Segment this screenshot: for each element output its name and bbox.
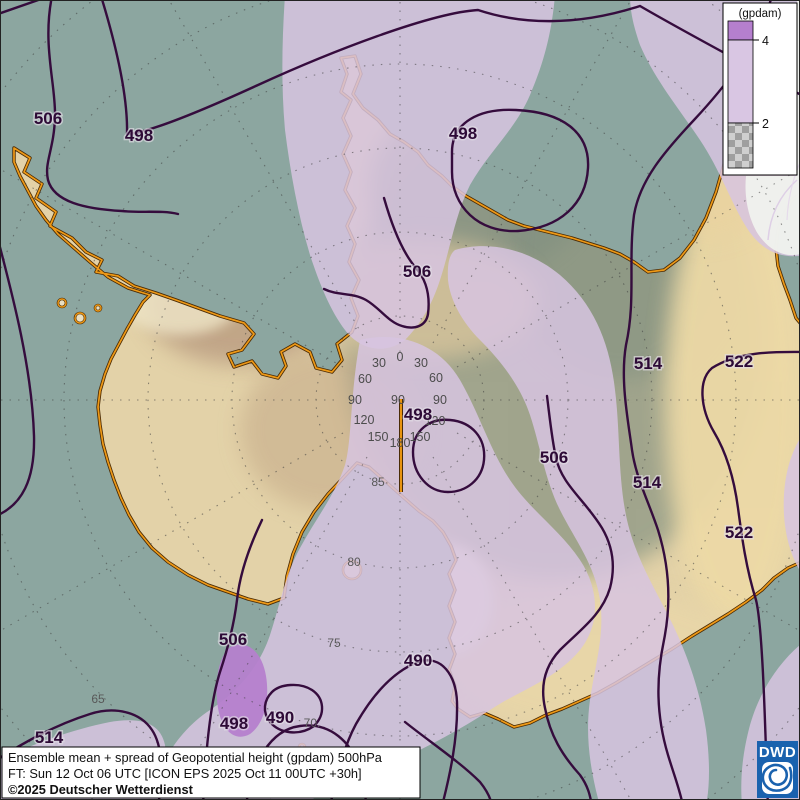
dwd-logo: DWD — [757, 741, 798, 798]
dwd-spiral-icon — [761, 763, 793, 792]
contour-506-bottomleft — [202, 518, 264, 800]
meridian-label: 150 — [410, 430, 431, 444]
contour-514-east — [622, 0, 772, 800]
contour-label: 506 — [34, 109, 62, 128]
contour-label: 506 — [403, 262, 431, 281]
latitude-label: 65 — [91, 692, 105, 706]
contour-490-loop — [263, 683, 324, 734]
contour-label: 498 — [220, 714, 248, 733]
contour-label: 522 — [725, 523, 753, 542]
latitude-labels: 85 80 75 70. 65 — [91, 475, 385, 730]
contour-label: 498 — [404, 405, 432, 424]
meridian-label: 90 — [348, 393, 362, 407]
latitude-label: 70. — [304, 716, 321, 730]
contour-label: 514 — [633, 473, 662, 492]
contour-label: 506 — [540, 448, 568, 467]
contour-label: 514 — [35, 728, 64, 747]
contour-498-loop-top — [450, 108, 590, 233]
meridian-label: 60 — [429, 371, 443, 385]
meridian-label: 90 — [391, 393, 405, 407]
meridian-label: 120 — [354, 413, 375, 427]
spread-region-east-band — [447, 246, 709, 800]
meridian-labels: 0 30 30 60 60 90 90 90 120 120 150 150 1… — [348, 350, 447, 450]
latitude-label: 85 — [371, 475, 385, 489]
domain-edge-region — [745, 0, 800, 256]
meridian-label: 180 — [390, 436, 411, 450]
info-line-forecast-time: FT: Sun 12 Oct 06 UTC [ICON EPS 2025 Oct… — [8, 766, 362, 781]
spread-region-right-edge — [783, 438, 800, 571]
spread-legend: (gpdam) 4 2 — [722, 2, 798, 176]
meridian-label: 0 — [397, 350, 404, 364]
legend-tick-4: 4 — [762, 34, 769, 48]
meridian-label: 90 — [433, 393, 447, 407]
meridian-label: 120 — [425, 414, 446, 428]
contour-left-edge — [0, 242, 36, 516]
legend-swatch-dark — [727, 20, 754, 41]
legend-swatch-checker — [727, 122, 754, 169]
contour-498-ross — [403, 720, 492, 800]
meridian-label: 30 — [414, 356, 428, 370]
dwd-logo-text: DWD — [759, 744, 796, 761]
contour-498-pole-loop — [411, 418, 486, 494]
info-line-copyright: ©2025 Deutscher Wetterdienst — [8, 782, 194, 797]
latitude-label: 75 — [327, 636, 341, 650]
contour-label: 506 — [219, 630, 247, 649]
latitude-label: 80 — [347, 555, 361, 569]
contour-label: 490 — [404, 651, 432, 670]
contour-label: 490 — [266, 708, 294, 727]
dwd-spiral-tile — [762, 762, 793, 794]
meridian-label: 30 — [372, 356, 386, 370]
contour-label: 498 — [125, 126, 153, 145]
contour-506-mid — [322, 196, 430, 329]
contour-506-topleft — [45, 0, 180, 216]
info-box: Ensemble mean + spread of Geopotential h… — [1, 746, 421, 799]
info-box-background — [1, 746, 421, 799]
contour-labels: 506 498 498 506 506 514 522 514 522 498 … — [32, 108, 754, 749]
contour-522-east — [701, 350, 800, 800]
legend-title: (gpdam) — [739, 8, 782, 20]
contour-label: 514 — [634, 354, 663, 373]
spread-dark-blob — [216, 644, 268, 737]
spread-region-top-center — [282, 0, 555, 349]
contour-label: 522 — [725, 352, 753, 371]
info-line-title: Ensemble mean + spread of Geopotential h… — [8, 750, 383, 765]
contour-498-sweep — [100, 0, 800, 136]
legend-swatch-light — [727, 39, 754, 124]
meridian-label: 60 — [358, 372, 372, 386]
contour-label: 498 — [449, 124, 477, 143]
legend-tick-2: 2 — [762, 117, 769, 131]
meridian-label: 150 — [368, 430, 389, 444]
contour-506-hook — [541, 394, 614, 800]
